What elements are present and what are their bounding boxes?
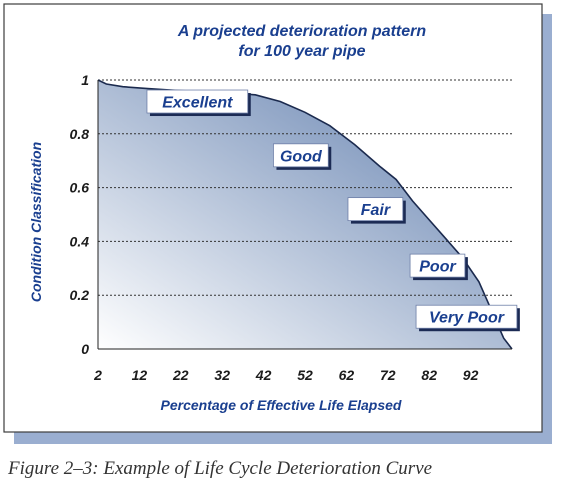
x-tick-label: 72: [380, 367, 396, 383]
label-text: Excellent: [162, 95, 233, 112]
y-tick-label: 1: [81, 72, 89, 88]
x-tick-label: 2: [93, 367, 102, 383]
x-axis-label: Percentage of Effective Life Elapsed: [161, 397, 402, 413]
y-axis-label: Condition Classification: [28, 142, 44, 302]
x-tick-label: 32: [214, 367, 230, 383]
x-tick-label: 42: [255, 367, 272, 383]
condition-label-fair: Fair: [347, 197, 406, 224]
condition-label-poor: Poor: [409, 253, 468, 281]
y-tick-label: 0: [81, 341, 89, 357]
y-tick-label: 0.2: [70, 287, 90, 303]
deterioration-area: [98, 80, 512, 349]
x-tick-label: 22: [172, 367, 189, 383]
label-text: Poor: [419, 259, 456, 276]
label-text: Good: [280, 148, 323, 165]
label-text: Very Poor: [429, 310, 505, 327]
x-tick-label: 52: [297, 367, 313, 383]
x-tick-label: 82: [421, 367, 437, 383]
condition-label-good: Good: [273, 143, 332, 170]
label-box: [347, 197, 404, 222]
condition-label-excellent: Excellent: [146, 89, 251, 117]
y-tick-label: 0.8: [70, 126, 90, 142]
label-box: [409, 253, 466, 278]
y-tick-label: 0.6: [70, 180, 90, 196]
chart-title-line-1: A projected deterioration pattern: [177, 23, 427, 40]
figure-caption: Figure 2–3: Example of Life Cycle Deteri…: [8, 458, 433, 479]
label-box: [273, 143, 329, 168]
label-box: [146, 89, 249, 114]
condition-label-very-poor: Very Poor: [415, 304, 520, 332]
chart: A projected deterioration pattern for 10…: [3, 3, 552, 444]
x-tick-label: 12: [132, 367, 148, 383]
x-tick-label: 92: [463, 367, 479, 383]
chart-title-line-2: for 100 year pipe: [238, 43, 365, 60]
y-tick-label: 0.4: [70, 233, 90, 249]
label-box: [415, 304, 518, 329]
label-text: Fair: [361, 202, 391, 219]
x-tick-label: 62: [339, 367, 355, 383]
